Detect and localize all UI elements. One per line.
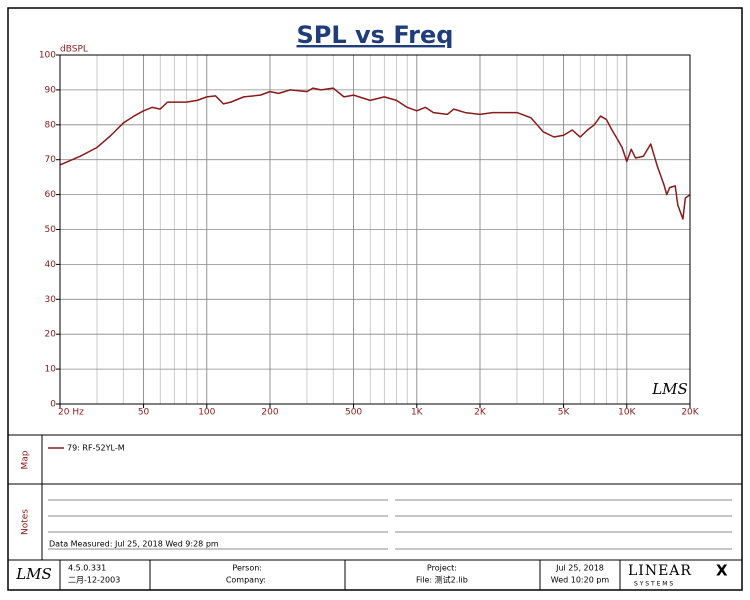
y-tick-label: 20 bbox=[45, 330, 57, 340]
x-tick-label: 500 bbox=[345, 408, 362, 418]
watermark: LMS bbox=[651, 380, 688, 398]
x-tick-label: 50 bbox=[138, 408, 150, 418]
notes-text: Data Measured: Jul 25, 2018 Wed 9:28 pm bbox=[49, 540, 219, 549]
footer: LMS 4.5.0.331 二月-12-2003 Person: Company… bbox=[15, 560, 728, 590]
footer-time: Wed 10:20 pm bbox=[551, 576, 610, 585]
version: 4.5.0.331 bbox=[68, 564, 106, 573]
footer-date: Jul 25, 2018 bbox=[555, 564, 604, 573]
y-tick-label: 40 bbox=[45, 260, 57, 270]
y-axis-label: dBSPL bbox=[60, 45, 88, 55]
footer-logo: LMS bbox=[15, 565, 52, 583]
x-tick-label: 2K bbox=[474, 408, 487, 418]
project: Project: bbox=[427, 564, 457, 573]
brand-sub: S Y S T E M S bbox=[634, 581, 673, 588]
y-tick-label: 60 bbox=[45, 190, 57, 200]
chart-title: SPL vs Freq bbox=[297, 21, 454, 49]
build-date: 二月-12-2003 bbox=[68, 576, 120, 585]
x-tick-label: 20 Hz bbox=[58, 408, 84, 418]
series-line bbox=[59, 87, 691, 220]
x-tick-label: 20K bbox=[681, 408, 699, 418]
brand-x: X bbox=[716, 562, 728, 580]
x-tick-label: 1K bbox=[411, 408, 424, 418]
brand: LINEAR bbox=[628, 563, 692, 579]
y-tick-label: 10 bbox=[45, 365, 57, 375]
y-tick-label: 80 bbox=[45, 120, 57, 130]
company: Company: bbox=[226, 576, 266, 585]
notes-lines bbox=[48, 499, 732, 550]
y-tick-label: 0 bbox=[50, 400, 56, 410]
y-tick-label: 100 bbox=[39, 51, 56, 61]
notes-label: Notes bbox=[21, 509, 31, 535]
x-tick-label: 100 bbox=[198, 408, 215, 418]
y-tick-label: 30 bbox=[45, 295, 57, 305]
x-tick-label: 10K bbox=[618, 408, 636, 418]
legend-entry: 79: RF-52YL-M bbox=[67, 444, 125, 453]
x-tick-label: 5K bbox=[558, 408, 571, 418]
person: Person: bbox=[232, 564, 262, 573]
y-tick-label: 90 bbox=[45, 85, 57, 95]
outer-frame bbox=[7, 7, 743, 591]
x-tick-label: 200 bbox=[261, 408, 278, 418]
plot-border bbox=[59, 54, 691, 405]
y-tick-label: 70 bbox=[45, 155, 57, 165]
y-tick-label: 50 bbox=[45, 225, 57, 235]
file: File: 测试2.lib bbox=[416, 575, 468, 585]
map-label: Map bbox=[21, 450, 31, 469]
